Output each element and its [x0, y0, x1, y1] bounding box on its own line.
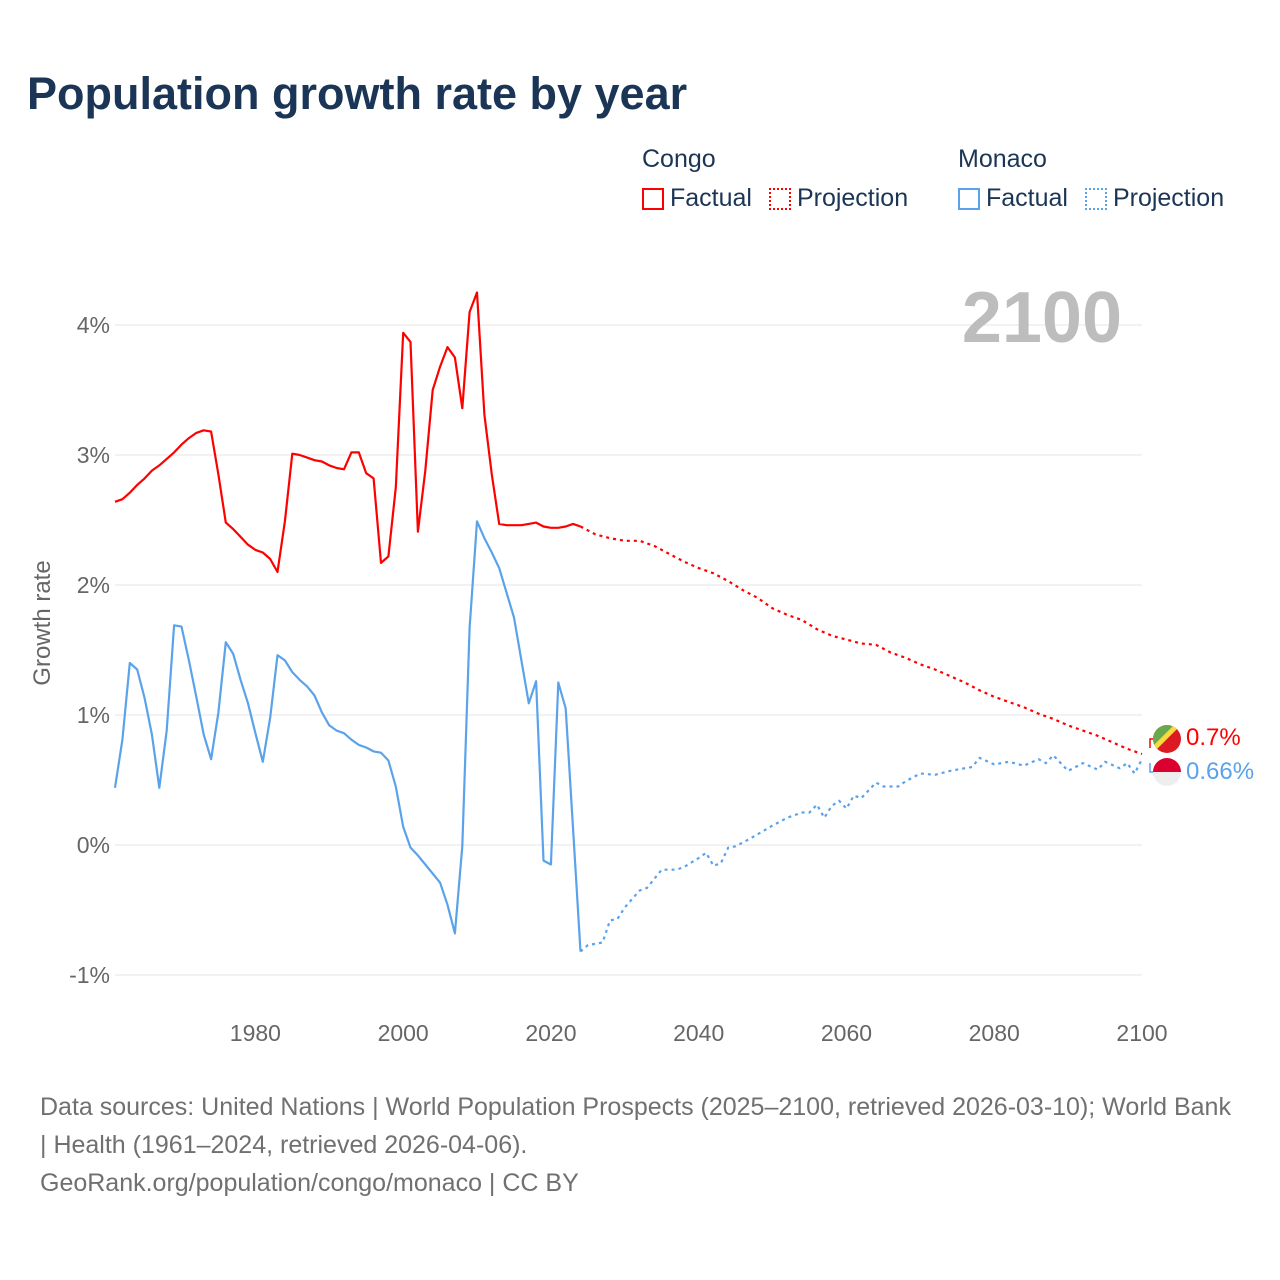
legend-swatch-solid [958, 187, 980, 210]
x-tick-label: 2000 [378, 1020, 429, 1046]
legend-label: Projection [796, 184, 909, 212]
legend-congo: Congo Factual Projection [642, 145, 918, 217]
x-tick-label: 2020 [525, 1020, 576, 1046]
year-label: 2100 [962, 278, 1122, 358]
y-axis-label: Growth rate [29, 560, 56, 685]
data-sources: Data sources: United Nations | World Pop… [40, 1093, 1231, 1159]
congo-projection-line [579, 525, 1143, 756]
legend-monaco: Monaco Factual Projection [958, 145, 1234, 217]
monaco-projection-line [579, 754, 1143, 953]
footer: Data sources: United Nations | World Pop… [40, 1088, 1240, 1202]
congo-end-label: 0.7% [1186, 724, 1241, 751]
x-tick-label: 2080 [969, 1020, 1020, 1046]
legend-swatch-dotted [768, 187, 791, 210]
legend-swatch-dotted [1084, 187, 1107, 210]
legend-label: Projection [1112, 184, 1225, 212]
y-tick-label: 3% [77, 442, 110, 468]
y-tick-label: -1% [69, 962, 110, 988]
legend-label: Factual [986, 184, 1068, 212]
legend-label: Factual [670, 184, 752, 212]
x-tick-label: 2100 [1116, 1020, 1167, 1046]
x-tick-label: 1980 [230, 1020, 281, 1046]
congo-flag-icon [1153, 725, 1181, 753]
monaco-flag-icon [1153, 758, 1181, 786]
legend-group-name: Congo [642, 145, 716, 173]
legend-monaco-factual[interactable]: Factual [958, 184, 1068, 213]
legend-congo-projection[interactable]: Projection [768, 184, 909, 213]
x-tick-label: 2040 [673, 1020, 724, 1046]
legend-congo-factual[interactable]: Factual [642, 184, 752, 213]
legend-group-name: Monaco [958, 145, 1047, 173]
line-chart: -1% 0% 1% 2% 3% 4% 1980 2000 2020 2040 2060 2080 210… [29, 278, 1254, 1046]
y-tick-label: 4% [77, 312, 110, 338]
chart-title: Population growth rate by year [27, 68, 688, 119]
y-tick-label: 2% [77, 572, 110, 598]
congo-factual-line [114, 291, 581, 574]
legend-swatch-solid [642, 187, 664, 210]
monaco-end-label: 0.66% [1186, 758, 1254, 785]
site-credit[interactable]: GeoRank.org/population/congo/monaco | CC… [40, 1169, 579, 1197]
y-tick-label: 1% [77, 702, 110, 728]
y-tick-label: 0% [77, 832, 110, 858]
x-tick-label: 2060 [821, 1020, 872, 1046]
legend-monaco-projection[interactable]: Projection [1084, 184, 1225, 213]
monaco-factual-line [113, 520, 582, 952]
